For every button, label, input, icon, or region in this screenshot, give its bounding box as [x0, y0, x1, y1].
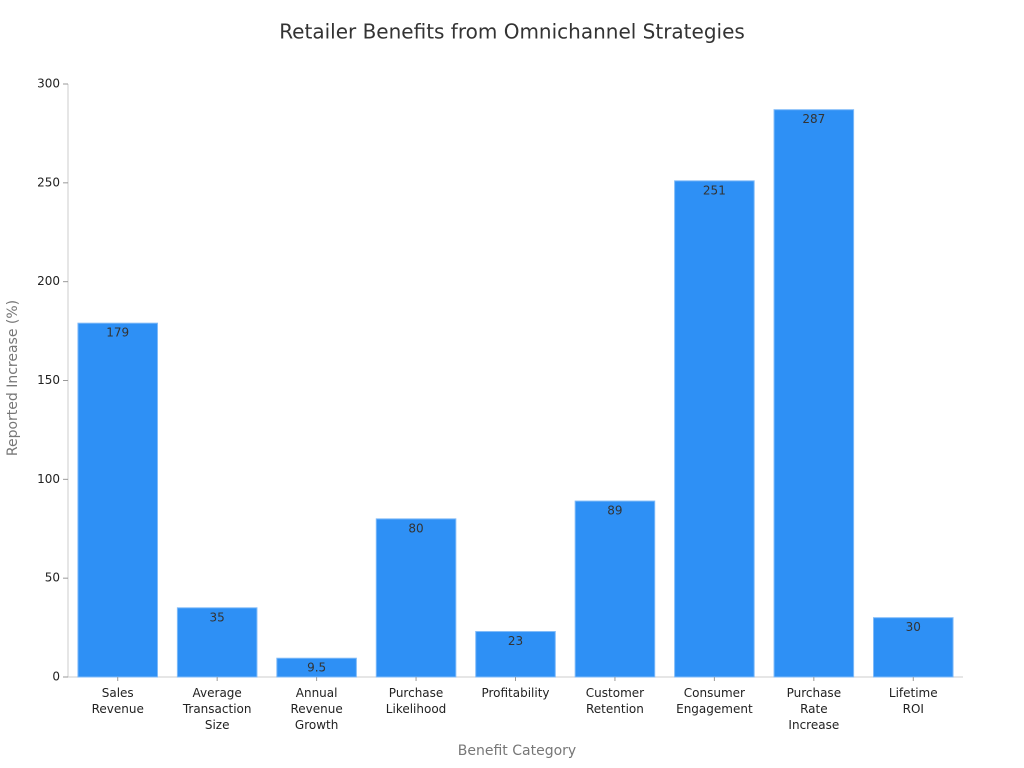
bar	[773, 109, 855, 678]
x-tick-label: Profitability	[481, 686, 549, 700]
y-tick-label: 300	[37, 77, 60, 91]
x-tick-label: Purchase Rate Increase	[787, 686, 842, 732]
x-tick-label: Annual Revenue Growth	[290, 686, 342, 732]
value-label: 30	[906, 620, 921, 634]
value-label: 23	[508, 634, 523, 648]
x-tick-label: Customer Retention	[586, 686, 644, 716]
bar	[674, 180, 755, 678]
chart-title: Retailer Benefits from Omnichannel Strat…	[279, 20, 745, 44]
y-tick-label: 150	[37, 373, 60, 387]
bar	[375, 518, 457, 678]
value-label: 89	[607, 504, 622, 518]
y-tick-label: 0	[52, 670, 60, 684]
value-label: 80	[408, 521, 423, 535]
value-label: 35	[210, 610, 225, 624]
y-axis-label: Reported Increase (%)	[5, 300, 21, 456]
bar	[574, 500, 656, 678]
x-tick-label: Sales Revenue	[92, 686, 144, 716]
bar	[873, 617, 954, 678]
x-tick-label: Lifetime ROI	[889, 686, 938, 716]
value-label: 251	[703, 183, 726, 197]
bar	[77, 322, 158, 678]
y-tick-label: 200	[37, 274, 60, 288]
x-tick-label: Average Transaction Size	[182, 686, 252, 732]
x-tick-label: Purchase Likelihood	[386, 686, 447, 716]
y-tick-label: 250	[37, 175, 60, 189]
bar	[176, 607, 258, 678]
value-label: 287	[802, 112, 825, 126]
y-tick-label: 50	[45, 571, 60, 585]
y-tick-label: 100	[37, 472, 60, 486]
value-label: 179	[106, 326, 129, 340]
x-tick-label: Consumer Engagement	[676, 686, 753, 716]
value-label: 9.5	[307, 661, 326, 675]
x-axis-label: Benefit Category	[458, 743, 576, 759]
